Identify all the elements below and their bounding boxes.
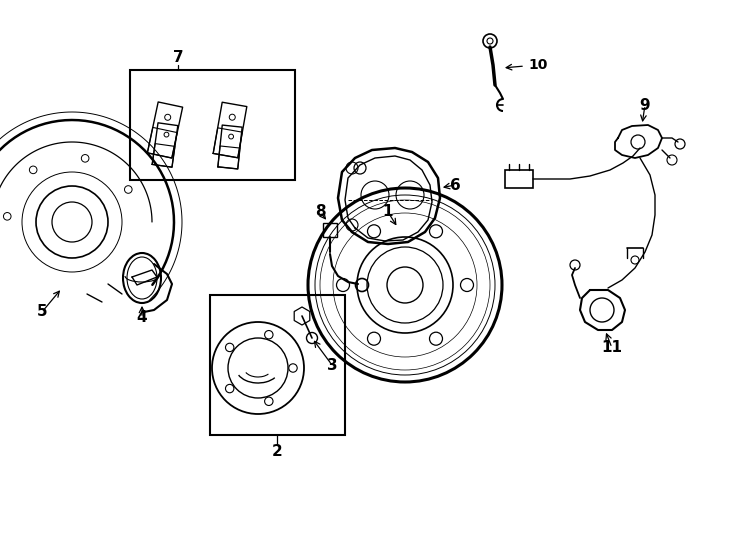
Text: 4: 4 — [137, 310, 148, 326]
Text: 7: 7 — [172, 51, 184, 65]
Text: 5: 5 — [37, 305, 47, 320]
Text: 10: 10 — [528, 58, 548, 72]
Text: 2: 2 — [272, 444, 283, 460]
Text: 6: 6 — [450, 178, 460, 192]
Text: 3: 3 — [327, 357, 338, 373]
Text: 11: 11 — [601, 341, 622, 355]
Bar — [505, 170, 533, 188]
Text: 9: 9 — [640, 98, 650, 112]
Text: 8: 8 — [315, 205, 325, 219]
Bar — [323, 223, 337, 237]
Text: 1: 1 — [382, 205, 393, 219]
Bar — [130, 70, 295, 180]
Bar — [210, 295, 345, 435]
